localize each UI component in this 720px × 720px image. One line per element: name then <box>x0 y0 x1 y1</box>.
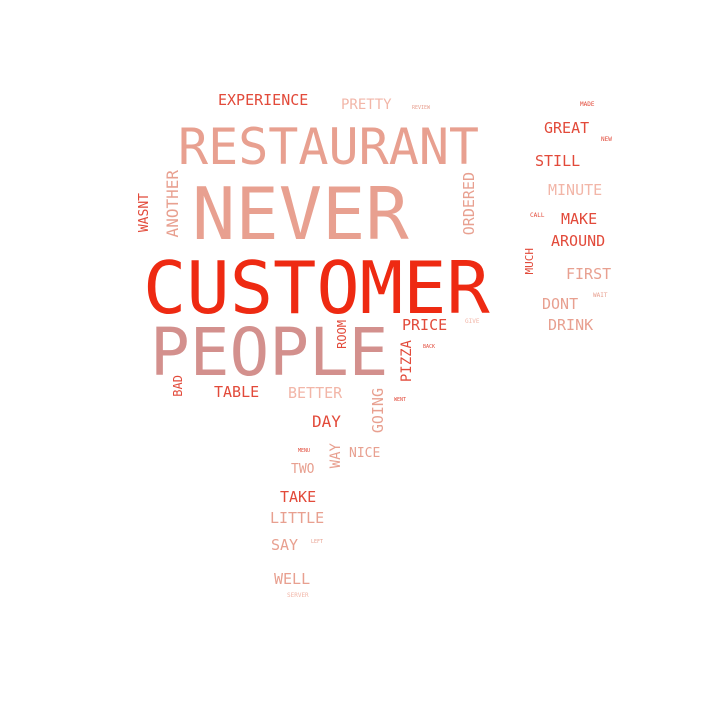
word-first: FIRST <box>566 265 612 283</box>
word-give: GIVE <box>465 318 480 325</box>
word-pizza: PIZZA <box>399 340 415 383</box>
word-experience: EXPERIENCE <box>218 91 309 109</box>
word-price: PRICE <box>402 316 448 334</box>
word-great: GREAT <box>544 119 590 137</box>
word-take: TAKE <box>280 488 317 506</box>
word-around: AROUND <box>551 232 606 250</box>
word-customer: CUSTOMER <box>143 246 490 330</box>
word-table: TABLE <box>214 383 260 401</box>
word-better: BETTER <box>288 384 343 402</box>
word-nice: NICE <box>349 446 381 461</box>
word-way: WAY <box>328 443 344 469</box>
word-well: WELL <box>274 570 311 588</box>
word-pretty: PRETTY <box>341 97 392 113</box>
word-wait: WAIT <box>593 292 608 299</box>
word-went: WENT <box>394 397 407 403</box>
word-another: ANOTHER <box>163 170 182 238</box>
word-little: LITTLE <box>270 509 325 527</box>
word-people: PEOPLE <box>150 314 389 391</box>
word-left: LEFT <box>311 539 324 545</box>
word-minute: MINUTE <box>548 181 603 199</box>
word-back: BACK <box>423 344 436 350</box>
word-never: NEVER <box>192 172 409 256</box>
word-review: REVIEW <box>412 105 431 111</box>
word-make: MAKE <box>561 210 598 228</box>
word-room: ROOM <box>335 320 349 349</box>
word-day: DAY <box>312 412 341 431</box>
word-bad: BAD <box>171 375 185 397</box>
word-made: MADE <box>580 101 595 108</box>
word-restaurant: RESTAURANT <box>178 118 480 176</box>
word-still: STILL <box>535 152 581 170</box>
word-server: SERVER <box>287 592 309 599</box>
word-two: TWO <box>291 462 315 477</box>
word-wasnt: WASNT <box>137 193 152 233</box>
word-going: GOING <box>369 388 387 434</box>
word-menu: MENU <box>298 448 311 454</box>
word-dont: DONT <box>542 295 579 313</box>
word-drink: DRINK <box>548 316 594 334</box>
word-ordered: ORDERED <box>460 172 478 236</box>
word-call: CALL <box>530 212 545 219</box>
word-say: SAY <box>271 536 299 554</box>
word-much: MUCH <box>523 248 536 275</box>
word-new: NEW <box>601 136 612 143</box>
